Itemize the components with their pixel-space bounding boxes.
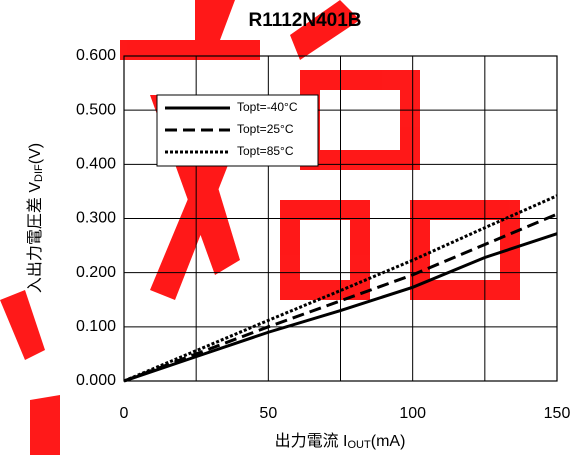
plot-frame	[123, 55, 558, 382]
label-sub: DIF	[33, 164, 45, 182]
chart-title: R1112N401B	[248, 10, 361, 31]
x-axis-label: 出力電流 IOUT(mA)	[275, 432, 406, 451]
series-line	[123, 194, 558, 383]
y-tick-label: 0.600	[76, 47, 116, 64]
y-tick-label: 0.000	[76, 372, 116, 389]
x-tick-label: 0	[120, 405, 129, 422]
y-tick-label: 0.300	[76, 210, 116, 227]
x-tick-label: 150	[544, 405, 571, 422]
watermark	[0, 0, 520, 455]
x-tick-label: 100	[399, 405, 426, 422]
y-tick-label: 0.500	[76, 101, 116, 118]
label-sub: OUT	[348, 439, 372, 451]
y-axis-label: 入出力電圧差 VDIF(V)	[26, 143, 45, 293]
legend-label: Topt=85°C	[237, 144, 294, 158]
y-tick-label: 0.100	[76, 318, 116, 335]
series-line	[123, 232, 558, 383]
y-tick-label: 0.200	[76, 264, 116, 281]
y-tick-label: 0.400	[76, 156, 116, 173]
series-line	[123, 212, 558, 383]
label-suffix: (V)	[27, 143, 44, 164]
label-text: 出力電流 I	[275, 432, 348, 450]
label-text: 入出力電圧差 V	[26, 182, 44, 293]
x-tick-label: 50	[259, 405, 277, 422]
label-suffix: (mA)	[371, 433, 406, 450]
legend-label: Topt=-40°C	[237, 100, 298, 114]
legend-label: Topt=25°C	[237, 122, 294, 136]
